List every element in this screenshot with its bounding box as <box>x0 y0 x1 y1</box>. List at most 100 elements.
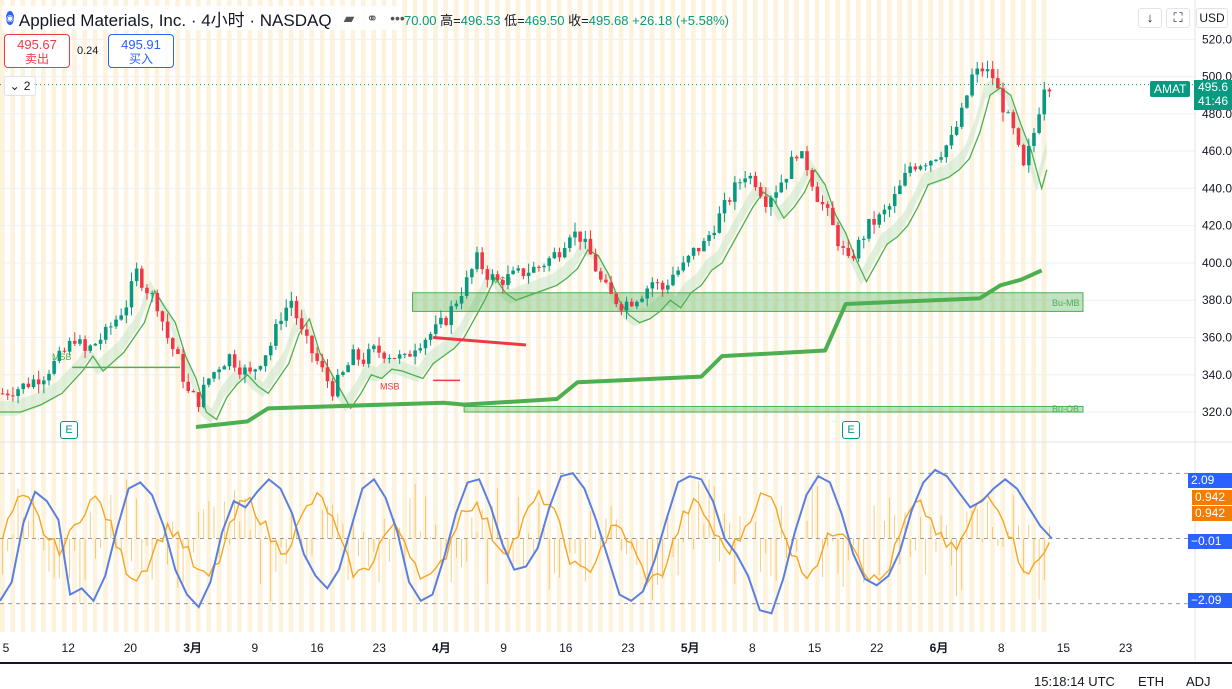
candle <box>521 268 526 277</box>
flag-icon[interactable]: ▰ <box>343 9 355 26</box>
utc-clock[interactable]: 15:18:14 UTC <box>1034 674 1115 689</box>
candle <box>305 329 309 336</box>
chevron-down-icon: ⌄ <box>9 79 20 93</box>
fullscreen-icon[interactable]: ⛶ <box>1166 8 1190 28</box>
more-icon[interactable]: ••• <box>390 10 405 26</box>
link-icon[interactable]: ⚭ <box>366 9 379 26</box>
price-chart[interactable]: 520.00500.00480.00460.00440.00420.00400.… <box>0 0 1232 662</box>
candle <box>779 182 784 193</box>
candle <box>253 369 258 372</box>
session-stripe <box>195 0 201 632</box>
session-stripe <box>587 0 593 632</box>
currency-selector[interactable]: USD <box>1196 8 1228 28</box>
session-stripe <box>660 0 665 632</box>
candle <box>196 392 201 408</box>
candle <box>413 350 417 357</box>
candle <box>959 107 964 127</box>
candle <box>109 326 113 328</box>
session-stripe <box>371 0 376 632</box>
session-stripe <box>567 0 572 632</box>
session-stripe <box>618 0 624 632</box>
download-icon[interactable]: ↓ <box>1138 8 1162 28</box>
candle <box>552 252 557 259</box>
candle <box>526 272 531 277</box>
candle <box>475 252 479 270</box>
session-stripe <box>30 0 36 632</box>
last-price-tag: 495.6 41:46 <box>1194 80 1232 110</box>
candle <box>428 333 433 340</box>
candle <box>258 366 263 370</box>
candle <box>903 172 907 186</box>
session-stripe <box>10 0 15 632</box>
session-stripe <box>856 0 861 632</box>
earnings-icon[interactable]: E <box>842 421 860 439</box>
price-axis-label: 460.00 <box>1202 144 1232 158</box>
candle <box>769 197 773 207</box>
session-stripe <box>917 0 923 632</box>
session-stripe <box>556 0 562 632</box>
candle <box>887 206 892 210</box>
session-stripe <box>608 0 614 632</box>
earnings-icon[interactable]: E <box>60 421 78 439</box>
candle <box>929 160 933 166</box>
indicator-collapse-toggle[interactable]: ⌄ 2 <box>4 76 36 96</box>
session-stripe <box>247 0 253 632</box>
candle <box>836 225 840 247</box>
candle <box>207 378 211 385</box>
candle <box>691 247 696 256</box>
osc-value-tag-2: 0.942 <box>1192 506 1232 521</box>
candle <box>330 381 335 397</box>
session-stripe <box>0 0 5 632</box>
candle <box>5 393 10 396</box>
session-stripe <box>691 0 696 632</box>
osc-zero-tag: −0.01 <box>1188 534 1232 549</box>
session-stripe <box>711 0 717 632</box>
candle <box>547 258 551 266</box>
candle <box>882 209 887 215</box>
candle <box>145 287 149 294</box>
time-axis-label: 5 <box>3 641 10 655</box>
price-axis-label: 440.00 <box>1202 181 1232 195</box>
candle <box>93 343 98 346</box>
price-axis-label: 520.00 <box>1202 32 1232 46</box>
candle <box>238 367 242 375</box>
bull-ob-zone <box>463 405 1084 413</box>
time-axis-label: 6月 <box>930 641 949 655</box>
session-toggle[interactable]: ETH <box>1138 674 1164 689</box>
candle <box>743 178 747 183</box>
candle <box>418 348 423 351</box>
candle <box>433 324 438 334</box>
price-axis-label: 400.00 <box>1202 256 1232 270</box>
osc-main-line <box>0 468 1053 615</box>
candle <box>712 232 717 236</box>
buy-button[interactable]: 495.91 买入 <box>108 34 174 68</box>
session-stripe <box>72 0 77 632</box>
candle <box>160 311 165 322</box>
session-stripe <box>330 0 335 632</box>
session-stripe <box>350 0 356 632</box>
session-stripe <box>495 0 500 632</box>
candle <box>805 151 809 171</box>
candle <box>506 274 510 286</box>
candle <box>856 239 861 259</box>
candle <box>820 201 825 205</box>
candle <box>1011 112 1016 129</box>
session-stripe <box>897 0 902 632</box>
candle <box>918 166 923 170</box>
candle <box>459 295 464 304</box>
adjustment-toggle[interactable]: ADJ <box>1186 674 1211 689</box>
candle <box>310 335 314 354</box>
candle <box>408 353 412 357</box>
candle <box>248 367 252 372</box>
sell-button[interactable]: 495.67 卖出 <box>4 34 70 68</box>
symbol-header[interactable]: ◉ Applied Materials, Inc. · 4小时 · NASDAQ… <box>2 6 405 30</box>
time-axis-label: 8 <box>749 641 756 655</box>
candle <box>315 353 319 361</box>
candle <box>181 353 185 382</box>
candle <box>1027 145 1031 166</box>
session-stripe <box>670 0 676 632</box>
candle <box>501 279 505 286</box>
session-stripe <box>515 0 521 632</box>
session-stripe <box>268 0 273 632</box>
candle <box>274 323 278 346</box>
